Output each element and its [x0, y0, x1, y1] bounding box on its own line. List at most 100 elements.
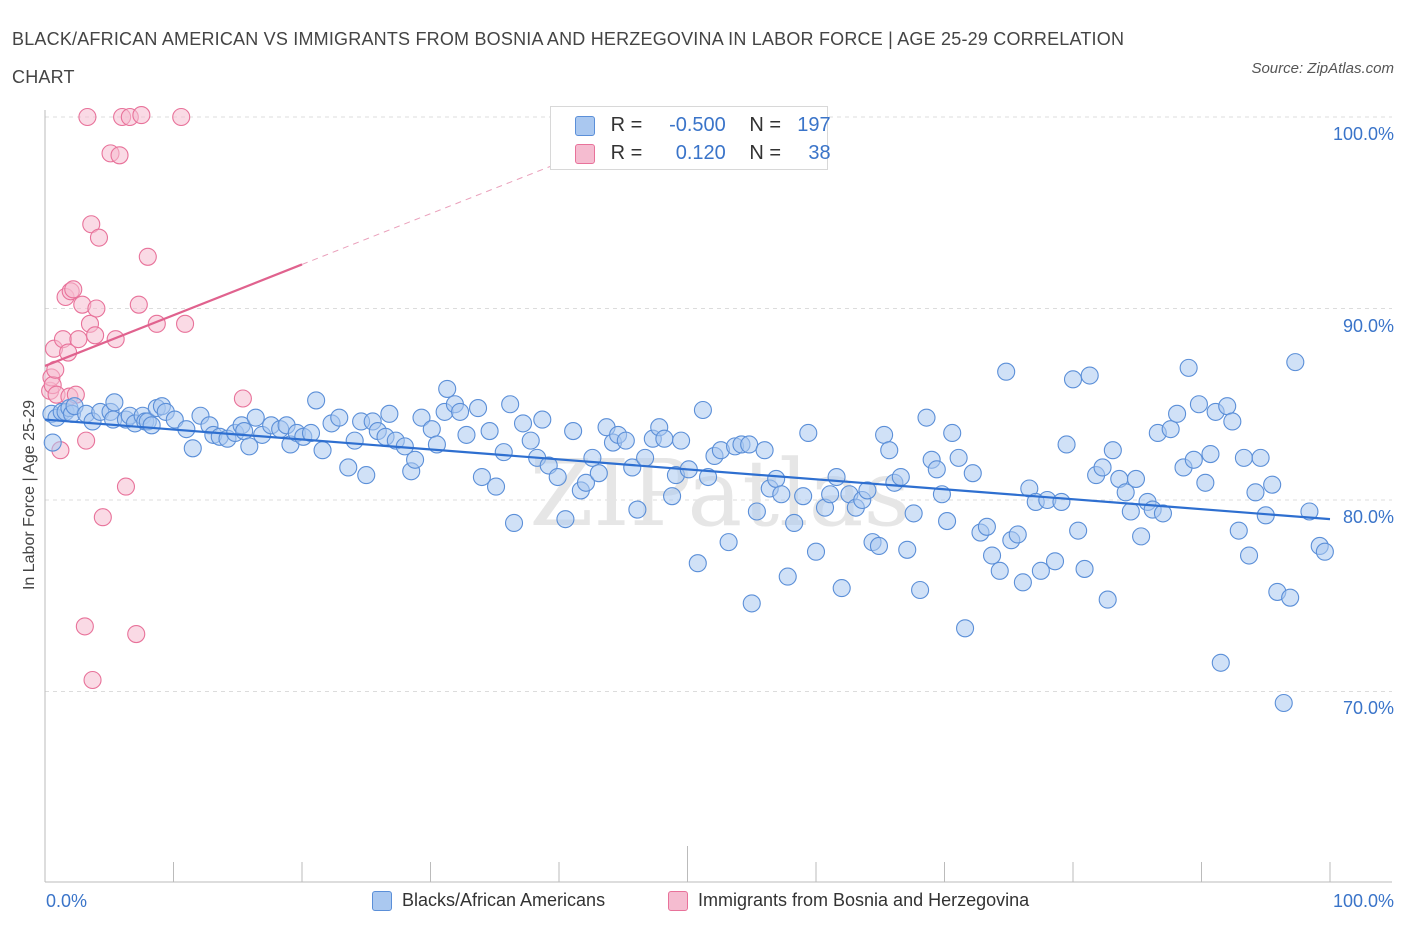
scatter-point — [240, 437, 259, 456]
scatter-point — [858, 481, 877, 500]
scatter-point — [357, 466, 376, 485]
scatter-point — [1103, 441, 1122, 460]
scatter-point — [623, 458, 642, 477]
legend-r-value: -0.500 — [669, 114, 726, 136]
scatter-point — [1251, 448, 1270, 467]
scatter-point — [1184, 450, 1203, 469]
scatter-point — [1274, 693, 1293, 713]
scatter-point — [672, 431, 691, 450]
scatter-point — [688, 554, 707, 573]
scatter-point — [132, 106, 151, 125]
scatter-point — [513, 414, 533, 433]
series-swatch-blue — [372, 891, 392, 912]
scatter-point — [1161, 420, 1180, 439]
scatter-point — [345, 431, 364, 450]
scatter-point — [116, 477, 136, 496]
scatter-point — [1239, 546, 1259, 565]
scatter-point — [1031, 561, 1050, 580]
scatter-point — [1281, 588, 1300, 607]
scatter-point — [233, 389, 252, 408]
scatter-point — [1300, 502, 1319, 521]
chart-title: BLACK/AFRICAN AMERICAN VS IMMIGRANTS FRO… — [12, 29, 1125, 87]
scatter-point — [1286, 353, 1305, 372]
scatter-point — [406, 450, 425, 469]
scatter-point — [486, 477, 506, 496]
scatter-point — [548, 467, 567, 487]
series-legend-blue-label: Blacks/African Americans — [402, 890, 606, 910]
scatter-point — [794, 487, 813, 506]
scatter-point — [339, 458, 358, 477]
legend-n-label: N = — [749, 142, 782, 164]
scatter-point — [1132, 527, 1151, 546]
scatter-point — [313, 441, 332, 460]
y-tick-80: 80.0% — [1342, 507, 1394, 527]
scatter-point — [556, 510, 575, 529]
scatter-point — [990, 561, 1009, 580]
scatter-point — [1223, 412, 1242, 431]
scatter-point — [1052, 492, 1071, 511]
scatter-point — [142, 416, 161, 435]
scatter-point — [89, 228, 109, 247]
scatter-point — [1013, 573, 1032, 592]
scatter-point — [235, 422, 254, 441]
pink-trend-extension — [301, 162, 560, 265]
scatter-point — [927, 460, 946, 479]
scatter-point — [778, 567, 797, 586]
scatter-point — [1168, 404, 1187, 423]
scatter-point — [1218, 397, 1237, 416]
scatter-point — [904, 504, 923, 523]
scatter-point — [501, 395, 520, 414]
scatter-point — [1211, 653, 1230, 672]
scatter-point — [301, 423, 321, 443]
y-tick-70: 70.0% — [1342, 698, 1394, 718]
scatter-point — [1189, 395, 1208, 414]
scatter-point — [911, 580, 930, 600]
scatter-point — [827, 467, 846, 487]
scatter-point — [898, 540, 917, 559]
scatter-point — [576, 473, 596, 492]
scatter-point — [1179, 358, 1198, 377]
scatter-point — [43, 433, 62, 452]
scatter-point — [938, 512, 957, 531]
scatter-point — [616, 431, 635, 450]
series-legend: Blacks/African Americans Immigrants from… — [0, 888, 1406, 918]
scatter-point — [480, 422, 499, 441]
scatter-point — [86, 326, 105, 345]
scatter-point — [1057, 435, 1076, 454]
y-tick-90: 90.0% — [1342, 316, 1394, 336]
scatter-point — [504, 513, 524, 533]
scatter-point — [1093, 458, 1112, 477]
scatter-point — [1045, 552, 1065, 571]
source-label: Source: ZipAtlas.com — [1251, 60, 1394, 77]
legend-row-pink: R = 0.120 N = 38 — [575, 140, 831, 166]
x-tick-right: 100.0% — [1332, 891, 1394, 911]
scatter-point — [1098, 590, 1117, 609]
scatter-point — [93, 508, 112, 527]
scatter-point — [380, 404, 399, 423]
scatter-point — [1315, 542, 1334, 561]
scatter-point — [307, 391, 326, 410]
series-swatch-pink — [668, 891, 688, 912]
scatter-point — [740, 435, 759, 454]
scatter-point — [799, 423, 818, 443]
scatter-point — [583, 448, 602, 467]
pink-series-points — [41, 106, 252, 690]
scatter-point — [1263, 475, 1282, 494]
scatter-point — [129, 295, 148, 314]
scatter-point — [997, 362, 1016, 381]
series-legend-pink-label: Immigrants from Bosnia and Herzegovina — [698, 890, 1030, 910]
scatter-point — [521, 431, 540, 450]
legend-swatch-blue — [575, 115, 595, 136]
scatter-point — [1234, 448, 1253, 467]
x-tick-left: 0.0% — [46, 891, 88, 911]
scatter-point — [806, 542, 826, 561]
scatter-point — [64, 280, 83, 299]
series-legend-blue: Blacks/African Americans — [372, 890, 606, 912]
scatter-point — [655, 429, 674, 448]
scatter-point — [875, 425, 894, 444]
series-legend-pink: Immigrants from Bosnia and Herzegovina — [668, 890, 1030, 912]
scatter-point — [1008, 525, 1027, 544]
legend-r-value: 0.120 — [675, 142, 726, 164]
scatter-point — [69, 330, 88, 349]
